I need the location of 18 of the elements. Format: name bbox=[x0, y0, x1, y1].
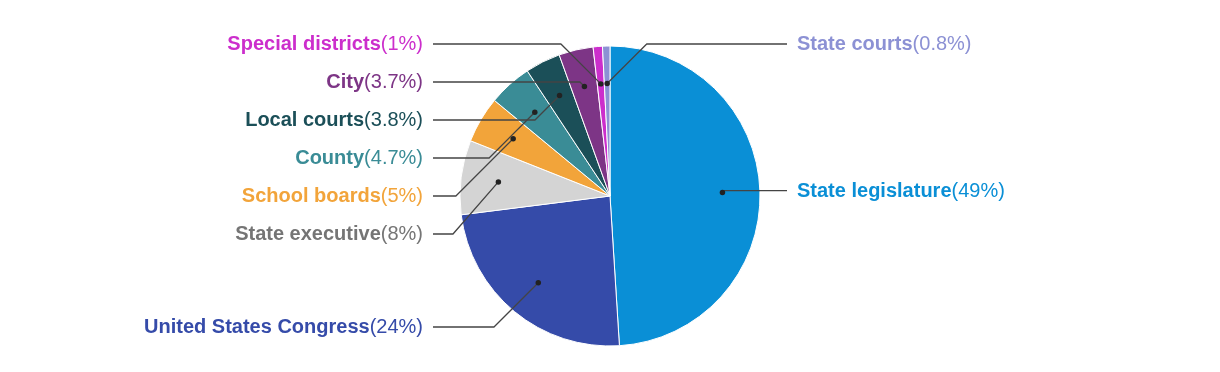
data-label: (49%) bbox=[951, 178, 1005, 201]
data-label: (0.8%) bbox=[912, 32, 972, 54]
data-label: (3.7%) bbox=[364, 70, 423, 92]
slice-label: State legislature bbox=[797, 178, 952, 201]
slice-label: Local courts bbox=[245, 108, 365, 130]
data-label: (24%) bbox=[369, 314, 423, 337]
slice-label: State executive bbox=[235, 222, 381, 244]
slice-label: County bbox=[295, 146, 365, 168]
data-label: (4.7%) bbox=[364, 146, 423, 168]
data-label: (8%) bbox=[380, 222, 423, 244]
slice-label: School boards bbox=[241, 184, 381, 206]
slice-label: United States Congress bbox=[144, 314, 370, 337]
data-label: (3.8%) bbox=[364, 108, 423, 130]
slice-label: State courts bbox=[797, 32, 913, 54]
data-label: (5%) bbox=[380, 184, 423, 206]
slice-label: Special districts bbox=[227, 32, 381, 54]
data-label: (1%) bbox=[380, 32, 423, 54]
slice-label: City bbox=[326, 70, 365, 92]
